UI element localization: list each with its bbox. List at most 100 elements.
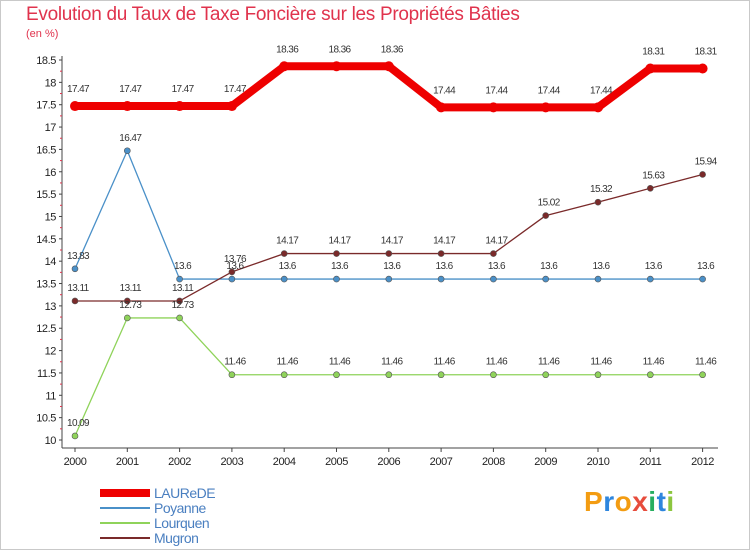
data-point [594, 198, 602, 206]
data-point [124, 314, 131, 322]
data-label: 17.44 [590, 85, 613, 96]
data-point [333, 250, 340, 257]
x-tick-label: 2006 [377, 456, 400, 468]
y-tick-label: 14.5 [36, 234, 56, 246]
data-label: 14.17 [433, 236, 456, 247]
data-label: 15.32 [590, 184, 613, 195]
data-label: 13.6 [592, 261, 610, 272]
data-point [697, 63, 708, 74]
data-label: 14.17 [485, 236, 508, 247]
proxiti-logo: Proxiti [584, 486, 675, 518]
data-label: 13.6 [331, 261, 349, 272]
data-point [279, 61, 290, 72]
y-tick-label: 11 [45, 390, 56, 402]
data-point [280, 250, 288, 257]
y-tick-label: 17 [45, 122, 57, 134]
data-label: 11.46 [381, 357, 403, 368]
logo-letter: r [603, 486, 615, 517]
legend-label-lourquen: Lourquen [154, 515, 209, 531]
data-label: 13.6 [645, 261, 663, 272]
legend-label-mugron: Mugron [154, 530, 198, 546]
data-point [385, 275, 393, 283]
data-label: 18.36 [328, 44, 351, 55]
data-label: 13.6 [697, 261, 715, 272]
data-label: 13.6 [540, 261, 558, 272]
data-label: 17.47 [224, 84, 247, 95]
data-point [331, 61, 342, 72]
logo-letter: o [614, 486, 633, 517]
data-point [71, 297, 79, 305]
x-tick-label: 2010 [587, 456, 610, 468]
data-point [280, 275, 288, 283]
data-label: 11.46 [329, 357, 351, 368]
data-label: 10.09 [67, 418, 90, 429]
data-label: 13.11 [120, 283, 142, 294]
data-point [594, 371, 602, 379]
logo-letter: P [584, 486, 604, 517]
data-label: 17.47 [67, 84, 90, 95]
data-point [490, 250, 497, 257]
data-point [176, 297, 183, 305]
data-point [646, 185, 654, 192]
data-point [542, 275, 550, 283]
data-point [490, 371, 497, 379]
data-point [71, 265, 79, 273]
data-point [542, 212, 550, 219]
data-point [226, 101, 237, 112]
data-label: 16.47 [119, 133, 142, 144]
data-label: 13.6 [383, 261, 401, 272]
data-point [542, 371, 550, 379]
data-label: 12.73 [119, 300, 142, 311]
y-tick-label: 10 [45, 435, 57, 447]
chart-subtitle: (en %) [26, 28, 59, 40]
data-label: 13.6 [279, 261, 297, 272]
y-tick-label: 16.5 [36, 144, 56, 156]
data-point [228, 371, 236, 379]
data-label: 13.6 [488, 261, 506, 272]
x-tick-label: 2002 [168, 456, 191, 468]
data-point [437, 250, 445, 257]
logo-letter: x [632, 486, 649, 517]
data-label: 18.31 [695, 46, 718, 57]
x-tick-label: 2011 [639, 456, 661, 468]
data-label: 17.44 [538, 85, 561, 96]
x-tick-label: 2012 [691, 456, 714, 468]
data-point [124, 297, 131, 305]
y-tick-label: 10.5 [36, 413, 56, 425]
data-label: 11.46 [643, 357, 665, 368]
data-label: 18.31 [642, 46, 665, 57]
data-point [437, 275, 445, 283]
data-point [646, 371, 654, 379]
y-tick-label: 15 [45, 211, 57, 223]
x-tick-label: 2003 [220, 456, 243, 468]
data-label: 18.36 [276, 44, 299, 55]
data-point [699, 275, 706, 283]
data-point [228, 268, 236, 276]
data-point [540, 102, 551, 113]
y-tick-label: 13.5 [36, 279, 56, 291]
x-tick-label: 2005 [325, 456, 348, 468]
data-label: 11.46 [486, 357, 508, 368]
data-point [646, 275, 654, 283]
data-label: 11.46 [224, 357, 246, 368]
data-point [385, 250, 393, 257]
legend-label-poyanne: Poyanne [154, 500, 206, 516]
data-label: 13.76 [224, 254, 247, 265]
y-tick-label: 18 [45, 77, 57, 89]
data-label: 15.63 [642, 170, 665, 181]
x-tick-label: 2007 [430, 456, 453, 468]
data-point [699, 371, 706, 379]
y-tick-label: 15.5 [36, 189, 56, 201]
y-tick-label: 12 [45, 346, 57, 358]
data-point [594, 275, 602, 283]
data-label: 18.36 [381, 44, 404, 55]
data-point [176, 314, 183, 322]
data-point [488, 102, 499, 113]
x-tick-label: 2001 [116, 456, 139, 468]
data-label: 11.46 [538, 357, 560, 368]
data-point [280, 371, 288, 379]
y-tick-label: 18.5 [36, 55, 56, 67]
data-label: 13.11 [172, 283, 194, 294]
data-point [645, 63, 656, 74]
